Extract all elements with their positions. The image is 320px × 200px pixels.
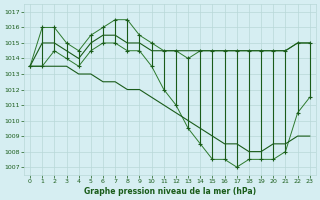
X-axis label: Graphe pression niveau de la mer (hPa): Graphe pression niveau de la mer (hPa) bbox=[84, 187, 256, 196]
